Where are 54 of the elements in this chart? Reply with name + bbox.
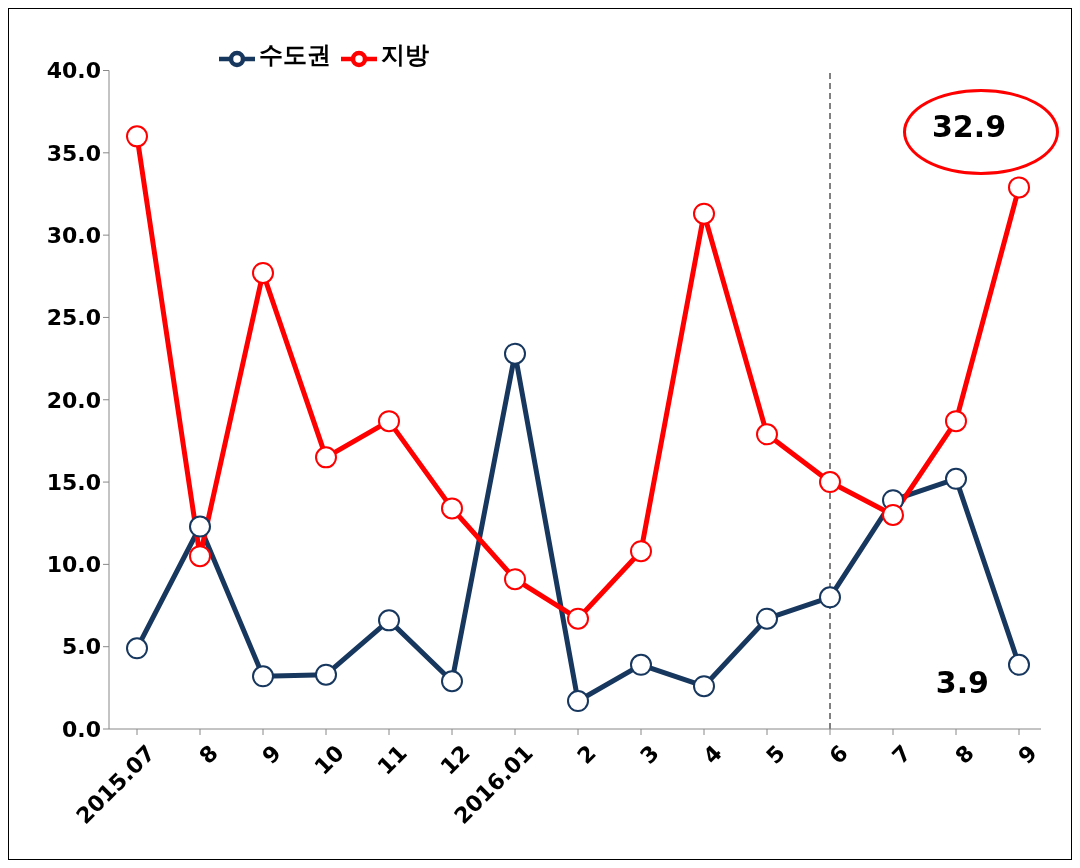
x-tick-label: 8: [950, 740, 979, 769]
point: [189, 515, 211, 538]
y-tick-label: 0.0: [62, 716, 101, 742]
data-label: 3.9: [935, 664, 989, 700]
point: [1008, 176, 1030, 199]
point: [378, 609, 400, 632]
point: [756, 423, 778, 446]
y-tick-label: 20.0: [46, 387, 101, 413]
point: [441, 497, 463, 520]
point: [693, 675, 715, 698]
point: [756, 607, 778, 630]
y-tick-label: 10.0: [46, 552, 101, 578]
y-tick-label: 35.0: [46, 140, 101, 166]
x-tick-label: 7: [887, 740, 916, 769]
y-tick-label: 40.0: [46, 58, 101, 84]
x-tick-label: 2: [572, 740, 601, 769]
point: [693, 202, 715, 225]
x-tick-label: 9: [1013, 740, 1042, 769]
point: [378, 410, 400, 433]
legend-label: 수도권: [259, 41, 331, 69]
point: [945, 467, 967, 490]
y-tick-label: 30.0: [46, 222, 101, 248]
point: [819, 586, 841, 609]
x-tick-label: 6: [824, 740, 853, 769]
point: [882, 503, 904, 526]
x-tick-label: 10: [309, 740, 349, 780]
x-tick-label: 5: [761, 740, 790, 769]
point: [315, 663, 337, 686]
y-tick-label: 15.0: [46, 469, 101, 495]
point: [252, 665, 274, 688]
point: [945, 410, 967, 433]
point: [630, 653, 652, 676]
point: [630, 540, 652, 563]
point: [567, 690, 589, 713]
data-label: 32.9: [931, 109, 1007, 145]
point: [126, 125, 148, 148]
point: [441, 670, 463, 693]
x-tick-label: 3: [635, 740, 664, 769]
point: [504, 342, 526, 365]
legend-label: 지방: [381, 41, 429, 69]
point: [504, 568, 526, 591]
x-tick-label: 8: [194, 740, 223, 769]
point: [315, 446, 337, 469]
point: [567, 607, 589, 630]
point: [252, 261, 274, 284]
point: [819, 471, 841, 494]
x-tick-label: 9: [257, 740, 286, 769]
y-tick-label: 25.0: [46, 305, 101, 331]
point: [189, 545, 211, 568]
point: [126, 637, 148, 660]
x-tick-label: 4: [698, 740, 727, 769]
point: [1008, 653, 1030, 676]
x-tick-label: 11: [372, 740, 412, 780]
y-tick-label: 5.0: [62, 634, 101, 660]
